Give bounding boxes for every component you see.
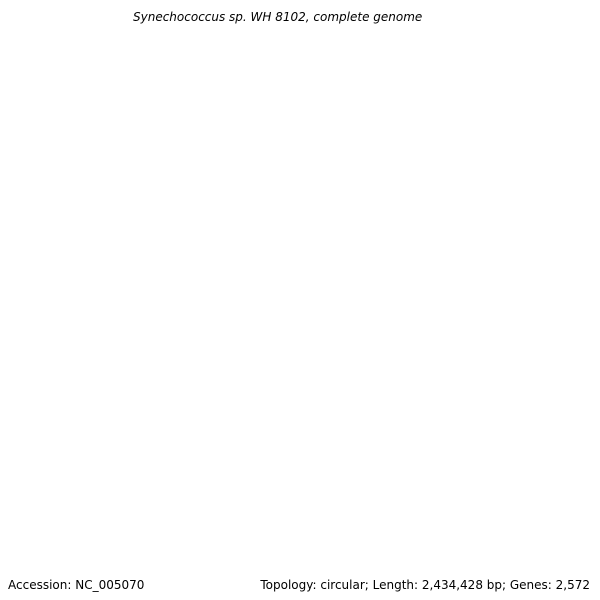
map-title: Synechococcus sp. WH 8102, complete geno… xyxy=(133,10,423,24)
accession-label: Accession: NC_005070 xyxy=(8,578,145,592)
genome-stats-label: Topology: circular; Length: 2,434,428 bp… xyxy=(260,578,590,592)
